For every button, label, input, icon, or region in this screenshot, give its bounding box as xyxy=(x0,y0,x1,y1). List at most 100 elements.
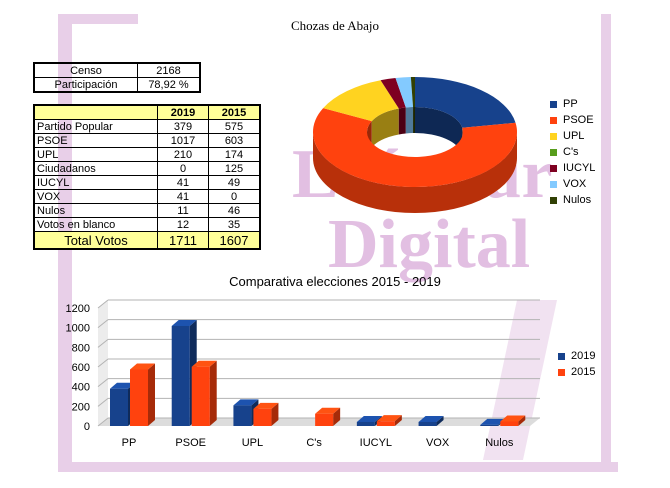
x-tick-label: UPL xyxy=(242,437,263,449)
bar-top xyxy=(130,363,155,370)
donut-slice-vox xyxy=(395,77,414,108)
bar-side xyxy=(333,407,341,426)
bar-chart-title: Comparativa elecciones 2015 - 2019 xyxy=(229,274,441,289)
votes-2015: 49 xyxy=(208,175,261,190)
legend-label: 2019 xyxy=(571,350,596,362)
bar-side xyxy=(436,415,444,426)
legend-label: PP xyxy=(563,98,578,110)
y-tick-label: 600 xyxy=(72,362,90,374)
y-tick-label: 200 xyxy=(72,401,90,413)
bar-top xyxy=(480,418,506,425)
party-name: UPL xyxy=(33,147,158,162)
donut-chart xyxy=(313,77,517,213)
grid-line xyxy=(97,397,109,407)
votes-2015: 603 xyxy=(208,133,261,148)
legend-label: UPL xyxy=(563,130,585,142)
participation-value: 78,92 % xyxy=(137,77,201,93)
donut-inner-wall xyxy=(371,108,399,148)
watermark-bar-right xyxy=(601,14,611,472)
y-tick-label: 800 xyxy=(72,342,90,354)
votes-2015: 125 xyxy=(208,161,261,176)
census-label: Censo xyxy=(33,62,138,78)
party-name: Ciudadanos xyxy=(33,161,158,176)
bar-top xyxy=(110,382,135,389)
party-name: VOX xyxy=(33,189,158,204)
grid-line xyxy=(97,319,109,329)
grid-line xyxy=(97,417,109,427)
votes-2019: 1017 xyxy=(157,133,209,148)
bar-2015-upl xyxy=(253,408,272,426)
total-row: Total Votos 1711 1607 xyxy=(33,231,261,250)
header-2015: 2015 xyxy=(208,104,261,120)
votes-2015: 35 xyxy=(208,217,261,232)
grid-line xyxy=(97,299,109,309)
party-name: Nulos xyxy=(33,203,158,218)
legend-swatch xyxy=(550,148,557,156)
x-tick-label: PSOE xyxy=(175,437,206,449)
table-row: VOX 41 0 xyxy=(33,189,261,204)
votes-2015: 46 xyxy=(208,203,261,218)
legend-swatch xyxy=(550,164,557,172)
table-row: Partido Popular 379 575 xyxy=(33,119,261,134)
legend-label: VOX xyxy=(563,178,587,190)
legend-swatch xyxy=(558,352,565,360)
bar-2019-nulos xyxy=(480,424,499,426)
donut-inner-wall xyxy=(405,107,414,134)
bar-2015-nulos xyxy=(500,421,519,426)
votes-2019: 379 xyxy=(157,119,209,134)
x-tick-label: PP xyxy=(122,437,137,449)
total-2019: 1711 xyxy=(157,231,209,250)
results-table: 2019 2015 Partido Popular 379 575 PSOE 1… xyxy=(33,104,261,250)
census-value: 2168 xyxy=(137,62,201,78)
participation-row: Participación 78,92 % xyxy=(33,77,201,93)
legend-item: PP xyxy=(550,96,595,112)
bar-top xyxy=(253,402,279,409)
votes-2019: 11 xyxy=(157,203,209,218)
legend-label: IUCYL xyxy=(563,162,596,174)
donut-outer-wall xyxy=(313,132,517,213)
x-tick-label: C's xyxy=(306,437,322,449)
votes-2019: 41 xyxy=(157,189,209,204)
party-name: PSOE xyxy=(33,133,158,148)
bar-2019-upl xyxy=(233,405,252,426)
bar-top xyxy=(233,399,259,406)
bar-top xyxy=(418,415,444,422)
x-tick-label: Nulos xyxy=(485,437,514,449)
legend-item: C's xyxy=(550,144,595,160)
legend-item: PSOE xyxy=(550,112,595,128)
table-row: UPL 210 174 xyxy=(33,147,261,162)
watermark-line-2: Digital xyxy=(328,206,531,283)
legend-label: Nulos xyxy=(563,194,592,206)
header-party xyxy=(33,104,158,120)
legend-item: VOX xyxy=(550,176,595,192)
bar-top xyxy=(500,415,526,422)
total-2015: 1607 xyxy=(208,231,261,250)
table-row: Votos en blanco 12 35 xyxy=(33,217,261,232)
bar-2019-pp xyxy=(110,388,128,426)
legend-label: PSOE xyxy=(563,114,594,126)
x-tick-label: IUCYL xyxy=(360,437,392,449)
legend-swatch xyxy=(558,368,565,376)
party-name: Votos en blanco xyxy=(33,217,158,232)
donut-inner-wall xyxy=(398,107,406,135)
y-tick-label: 1000 xyxy=(66,323,90,335)
bar-2019-iucyl xyxy=(356,421,375,426)
donut-slice-psoe xyxy=(313,108,517,187)
votes-2015: 174 xyxy=(208,147,261,162)
legend-item: Nulos xyxy=(550,192,595,208)
bar-2015-psoe xyxy=(191,366,210,426)
legend-swatch xyxy=(550,100,557,108)
participation-label: Participación xyxy=(33,77,138,93)
legend-swatch xyxy=(550,180,557,188)
votes-2015: 0 xyxy=(208,189,261,204)
legend-label: 2015 xyxy=(571,366,596,378)
page-title: Chozas de Abajo xyxy=(290,18,380,33)
bar-top xyxy=(376,415,402,422)
table-row: Nulos 11 46 xyxy=(33,203,261,218)
votes-2015: 575 xyxy=(208,119,261,134)
legend-item: 2015 xyxy=(558,364,595,380)
legend-swatch xyxy=(550,116,557,124)
bar-legend: 2019 2015 xyxy=(558,348,595,380)
legend-item: IUCYL xyxy=(550,160,595,176)
donut-slice-iucyl xyxy=(380,78,406,109)
